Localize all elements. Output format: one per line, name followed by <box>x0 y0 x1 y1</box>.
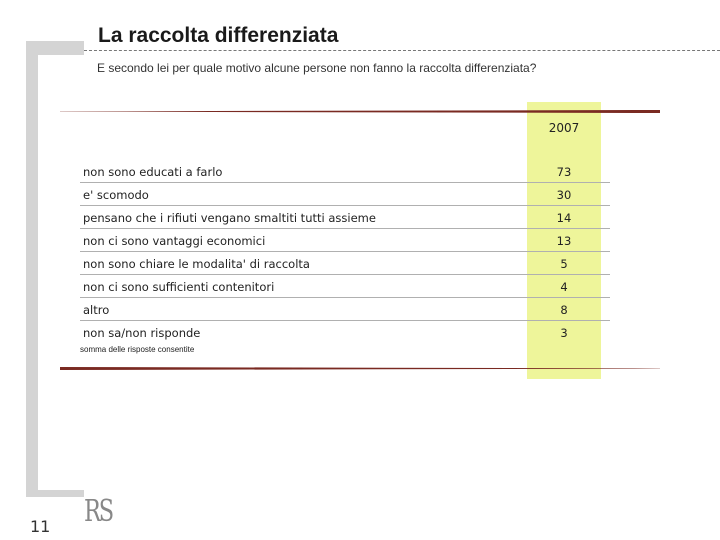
frame-decoration-inner <box>38 55 42 493</box>
column-highlight <box>527 102 601 379</box>
question-text: E secondo lei per quale motivo alcune pe… <box>97 61 537 75</box>
row-label: altro <box>83 303 110 317</box>
table-top-rule <box>60 110 660 113</box>
frame-decoration-bottom <box>26 490 84 497</box>
row-label: non sa/non risponde <box>83 326 201 340</box>
row-label: pensano che i rifiuti vengano smaltiti t… <box>83 211 376 225</box>
table-row: altro 8 <box>80 298 610 321</box>
table-row: pensano che i rifiuti vengano smaltiti t… <box>80 206 610 229</box>
table-row: non ci sono sufficienti contenitori 4 <box>80 275 610 298</box>
table-row: non sa/non risponde 3 <box>80 321 610 343</box>
row-value: 13 <box>556 234 572 248</box>
row-value: 4 <box>560 280 568 294</box>
page-number: 11 <box>30 517 51 536</box>
table-row: e' scomodo 30 <box>80 183 610 206</box>
results-table: non sono educati a farlo 73 e' scomodo 3… <box>80 160 610 343</box>
table-row: non sono educati a farlo 73 <box>80 160 610 183</box>
table-row: non ci sono vantaggi economici 13 <box>80 229 610 252</box>
row-label: non ci sono sufficienti contenitori <box>83 280 275 294</box>
row-value: 14 <box>556 211 572 225</box>
row-label: non sono educati a farlo <box>83 165 223 179</box>
row-value: 73 <box>556 165 572 179</box>
table-row: non sono chiare le modalita' di raccolta… <box>80 252 610 275</box>
row-value: 3 <box>560 326 568 340</box>
row-value: 5 <box>560 257 568 271</box>
row-label: non sono chiare le modalita' di raccolta <box>83 257 310 271</box>
page-title: La raccolta differenziata <box>98 24 339 47</box>
company-logo: RS <box>84 494 114 529</box>
title-divider <box>84 50 720 51</box>
row-value: 8 <box>560 303 568 317</box>
footnote: somma delle risposte consentite <box>80 345 195 354</box>
table-bottom-rule <box>60 367 660 370</box>
row-value: 30 <box>556 188 572 202</box>
column-header-year: 2007 <box>548 121 580 135</box>
row-label: e' scomodo <box>83 188 149 202</box>
row-label: non ci sono vantaggi economici <box>83 234 266 248</box>
